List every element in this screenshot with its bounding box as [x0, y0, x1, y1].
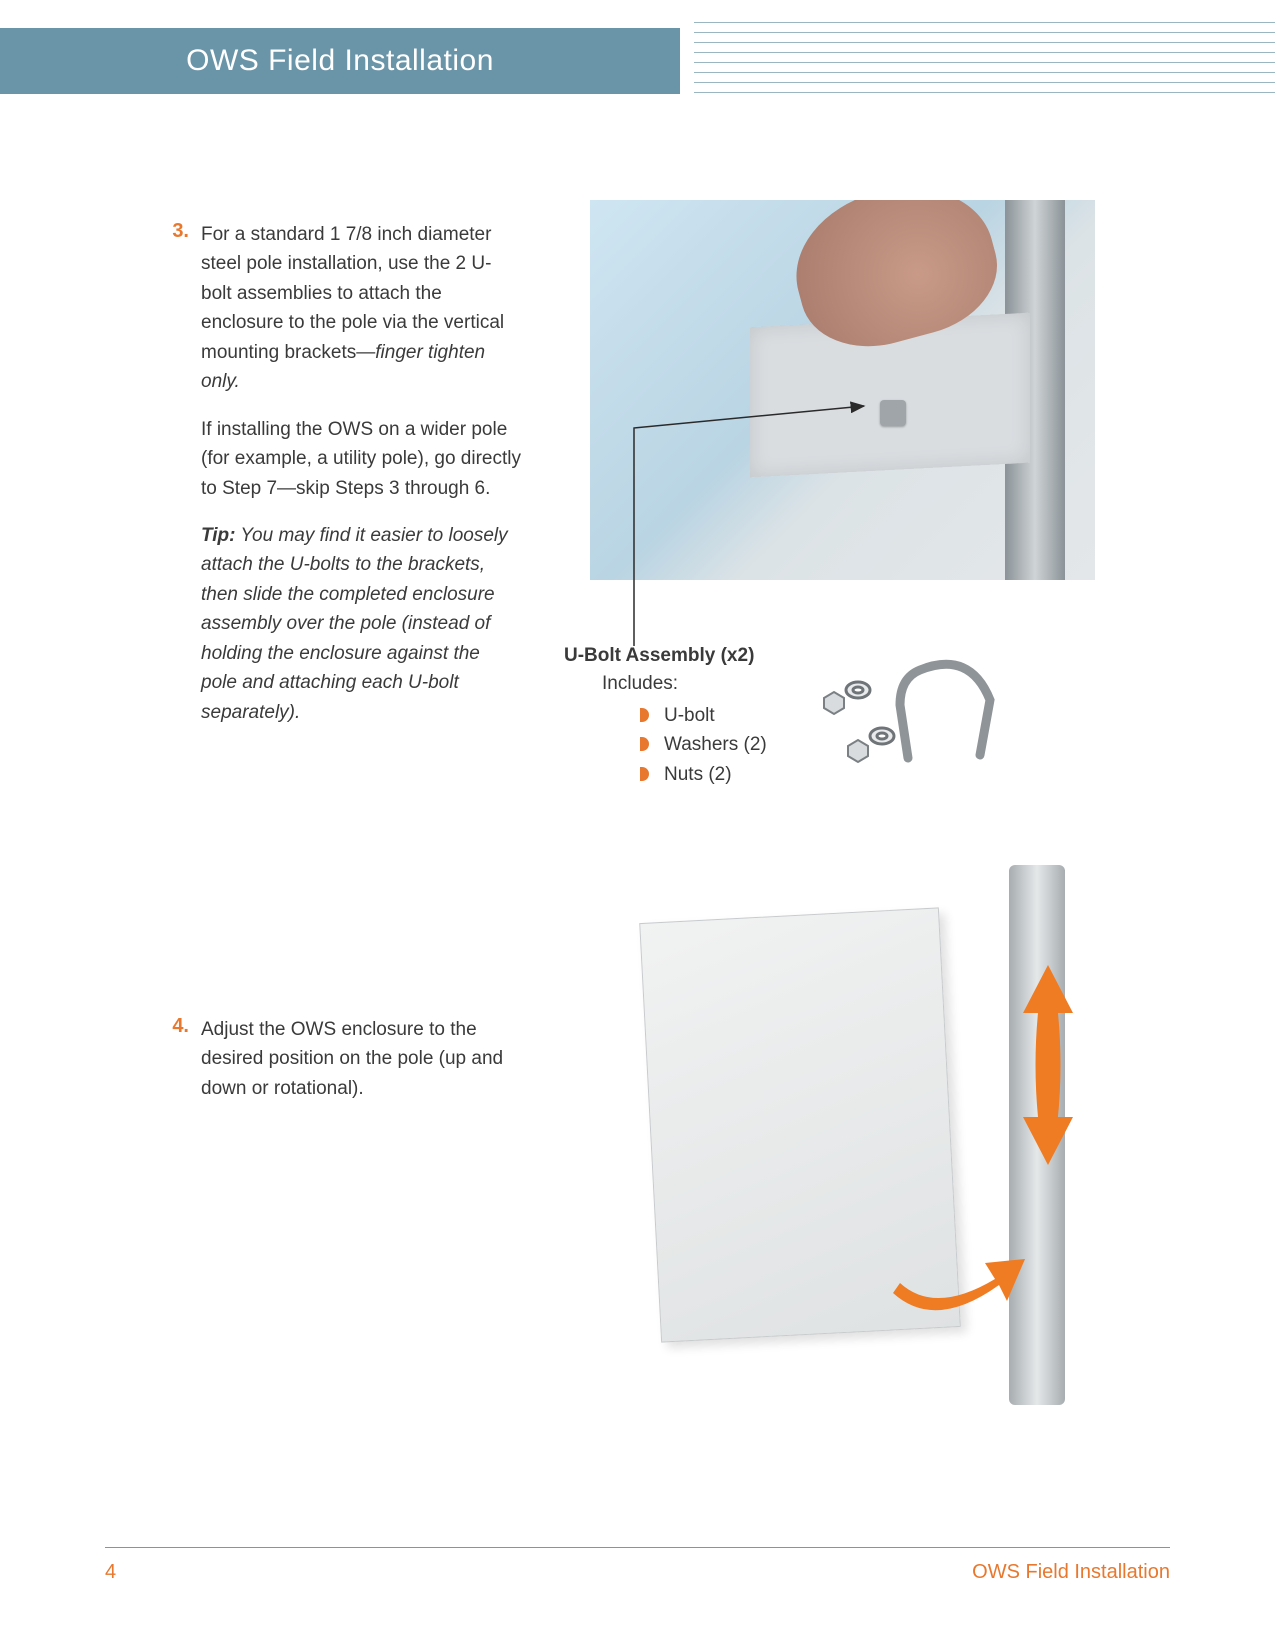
step-4-body: Adjust the OWS enclosure to the desired … [201, 1015, 521, 1121]
step-4-wrapper: 4. Adjust the OWS enclosure to the desir… [165, 1015, 521, 1149]
footer-rule [105, 1547, 1170, 1548]
page-number: 4 [105, 1561, 116, 1584]
arrow-rotate-icon [885, 1205, 1025, 1325]
header-rules [694, 22, 1275, 93]
step-3-p2: If installing the OWS on a wider pole (f… [201, 415, 521, 503]
photo-1 [590, 200, 1095, 580]
step-3-body: For a standard 1 7/8 inch diameter steel… [201, 220, 521, 745]
figure-1-photo [590, 200, 1095, 580]
step-3-tip: Tip: You may find it easier to loosely a… [201, 521, 521, 727]
step-3-p1: For a standard 1 7/8 inch diameter steel… [201, 220, 521, 397]
figure-2-photo [620, 875, 1095, 1395]
step-3-number: 3. [165, 220, 201, 243]
step-4-p1: Adjust the OWS enclosure to the desired … [201, 1015, 521, 1103]
header-title: OWS Field Installation [186, 44, 494, 78]
footer-label: OWS Field Installation [972, 1561, 1170, 1584]
footer: 4 OWS Field Installation [105, 1561, 1170, 1584]
arrow-vertical-icon [1013, 965, 1083, 1165]
step-4: 4. Adjust the OWS enclosure to the desir… [165, 1015, 521, 1121]
tip-body: You may find it easier to loosely attach… [201, 525, 508, 723]
header-band: OWS Field Installation [0, 28, 680, 94]
tip-label: Tip: [201, 525, 235, 546]
step-4-number: 4. [165, 1015, 201, 1038]
ubolt-parts-illustration [800, 650, 1010, 780]
